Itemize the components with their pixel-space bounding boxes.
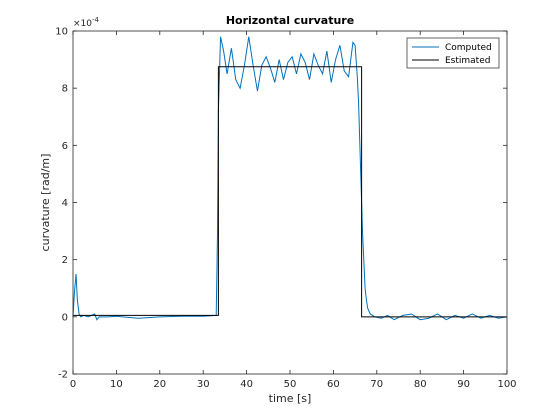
x-tick-label: 90 xyxy=(457,379,470,390)
legend: Computed Estimated xyxy=(406,37,500,69)
x-axis: 0 10 20 30 40 50 60 70 80 90 100 xyxy=(70,31,517,390)
x-tick-label: 80 xyxy=(414,379,427,390)
chart-title: Horizontal curvature xyxy=(226,14,354,27)
y-exponent-power: -4 xyxy=(92,16,100,24)
legend-box xyxy=(406,37,500,69)
y-tick-label: 4 xyxy=(62,198,68,209)
series-layer xyxy=(72,36,508,321)
series-line-estimated xyxy=(73,66,507,318)
y-tick-label: 0 xyxy=(62,312,68,323)
x-tick-label: 10 xyxy=(110,379,123,390)
x-tick-label: 70 xyxy=(370,379,383,390)
x-tick-label: 30 xyxy=(197,379,210,390)
plot-area xyxy=(73,31,507,374)
y-axis: -2 0 2 4 6 8 10 xyxy=(55,27,507,381)
legend-label-estimated: Estimated xyxy=(445,56,490,66)
series-line-computed xyxy=(72,36,508,321)
y-tick-label: 10 xyxy=(55,27,68,38)
x-tick-label: 60 xyxy=(327,379,340,390)
x-tick-label: 20 xyxy=(153,379,166,390)
y-tick-label: -2 xyxy=(58,370,68,381)
x-axis-label: time [s] xyxy=(269,392,312,405)
x-tick-label: 0 xyxy=(70,379,76,390)
y-tick-label: 2 xyxy=(62,255,68,266)
y-tick-label: 8 xyxy=(62,84,68,95)
legend-label-computed: Computed xyxy=(445,43,492,53)
y-axis-label: curvature [rad/m] xyxy=(39,154,52,252)
y-exponent-base: ×10 xyxy=(73,19,92,29)
y-tick-label: 6 xyxy=(62,141,68,152)
x-tick-label: 40 xyxy=(240,379,253,390)
x-tick-label: 100 xyxy=(497,379,516,390)
x-tick-label: 50 xyxy=(284,379,297,390)
y-exponent-label: ×10-4 xyxy=(73,16,100,29)
